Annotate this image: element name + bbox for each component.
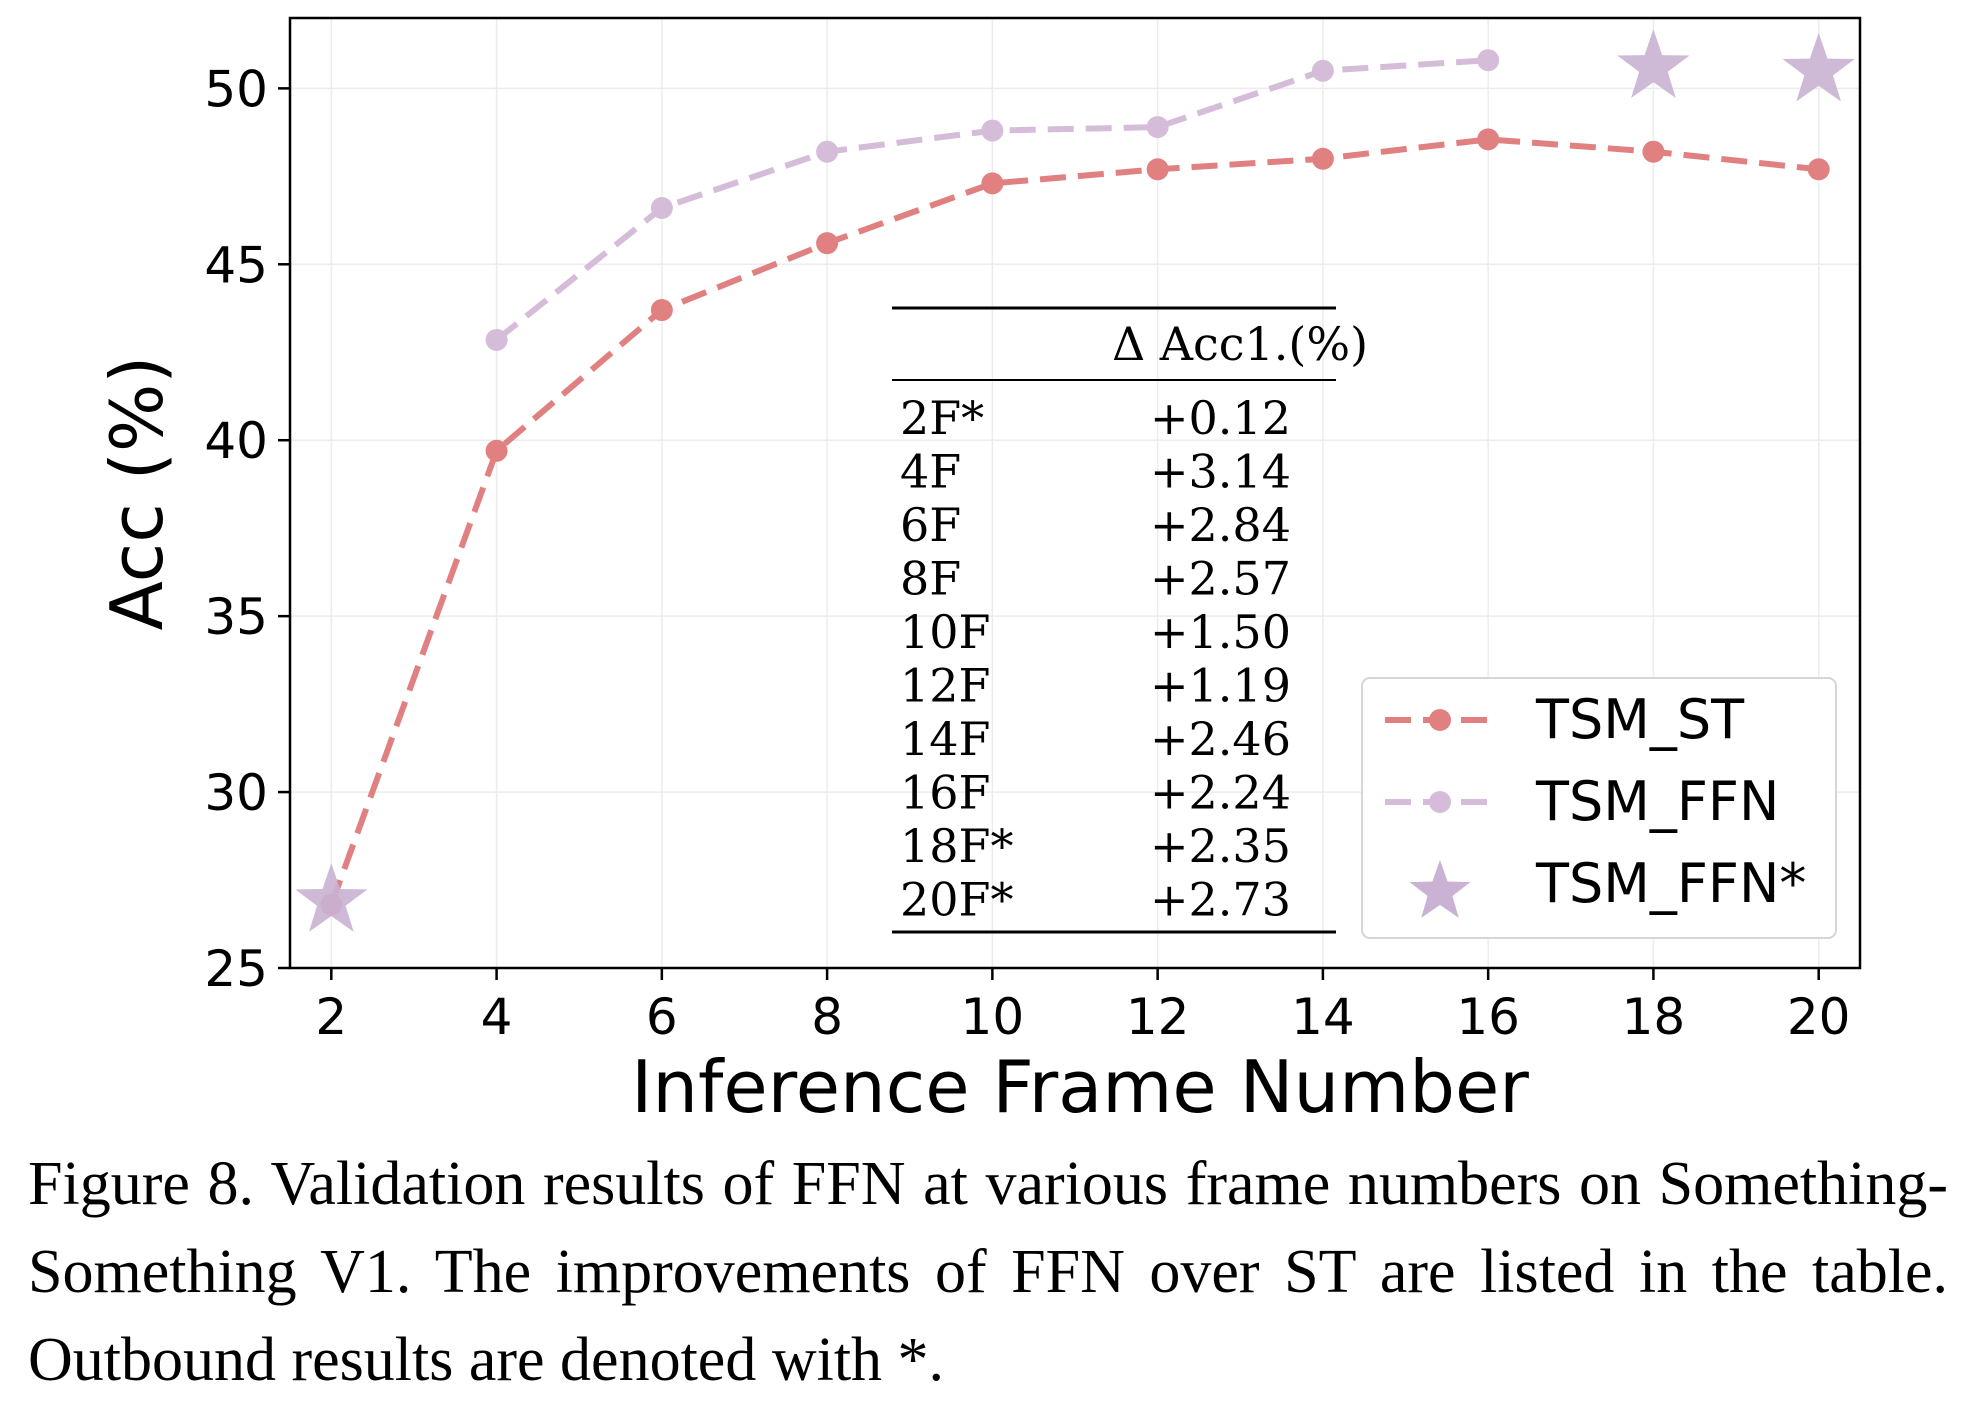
legend-item: TSM_FFN [1385, 770, 1779, 833]
legend-label: TSM_FFN* [1535, 852, 1806, 915]
table-row-value: +2.57 [1150, 552, 1291, 606]
data-point-star [295, 863, 368, 932]
x-tick-label: 14 [1291, 988, 1355, 1046]
legend-box [1361, 677, 1837, 939]
data-point [1311, 147, 1334, 170]
x-tick-label: 20 [1787, 988, 1851, 1046]
table-row-value: +2.73 [1150, 873, 1291, 927]
data-point-star [1617, 29, 1690, 98]
y-tick-label: 30 [204, 764, 268, 822]
y-tick-label: 25 [204, 940, 268, 998]
table-row-value: +0.12 [1150, 391, 1291, 445]
data-point [1642, 140, 1665, 163]
data-point [650, 197, 673, 219]
data-point [1146, 158, 1169, 181]
data-point-star [1782, 32, 1855, 102]
data-point [485, 328, 508, 351]
x-tick-label: 8 [811, 988, 843, 1046]
legend-star-icon [1409, 860, 1471, 918]
table-row-value: +2.35 [1150, 819, 1291, 873]
legend: TSM_ST TSM_FFN TSM_FFN* [1361, 677, 1837, 939]
data-point [1477, 128, 1500, 151]
data-point [981, 172, 1004, 195]
y-axis-label: Acc (%) [95, 356, 179, 631]
x-tick-label: 6 [646, 988, 678, 1046]
table-row-label: 8F [900, 552, 961, 606]
data-point [485, 439, 508, 462]
legend-label: TSM_FFN [1535, 770, 1779, 833]
y-tick-label: 45 [204, 236, 268, 294]
legend-label: TSM_ST [1535, 688, 1745, 751]
y-tick-label: 35 [204, 588, 268, 646]
table-row-label: 4F [900, 445, 961, 499]
chart: Δ Acc1.(%) 2F* +0.12 4F +3.14 6F +2.84 8F +2.57 1… [95, 16, 1862, 1129]
data-point [1311, 59, 1334, 82]
series-layer [295, 29, 1855, 932]
table-row-value: +1.50 [1150, 605, 1291, 659]
table-row-label: 10F [900, 605, 990, 659]
x-tick-label: 12 [1126, 988, 1190, 1046]
x-tick-label: 2 [315, 988, 347, 1046]
inset-table: Δ Acc1.(%) 2F* +0.12 4F +3.14 6F +2.84 8F +2.57 1… [892, 306, 1368, 934]
x-tick-label: 18 [1622, 988, 1686, 1046]
table-row-label: 20F* [900, 873, 1013, 927]
axes: 2 4 6 8 10 12 14 16 18 20 25 30 35 40 45 50 Inference Fr… [95, 60, 1850, 1129]
figure-caption: Figure 8. Validation results of FFN at v… [28, 1150, 1948, 1394]
table-row-label: 18F* [900, 819, 1013, 873]
legend-item: TSM_FFN* [1409, 852, 1806, 918]
data-point [816, 140, 839, 163]
legend-dot-icon [1429, 709, 1451, 731]
table-row-value: +1.19 [1150, 659, 1291, 713]
table-row-value: +2.24 [1150, 766, 1291, 820]
table-row-value: +2.84 [1150, 498, 1291, 552]
table-row-value: +2.46 [1150, 712, 1291, 766]
plot-frame [288, 16, 1862, 970]
data-point [1807, 158, 1830, 181]
series-line [328, 136, 1820, 906]
data-point [816, 232, 839, 255]
data-point [981, 119, 1004, 142]
data-point [1477, 49, 1500, 72]
table-header: Δ Acc1.(%) [1112, 317, 1368, 371]
legend-item: TSM_ST [1385, 688, 1745, 751]
data-point [1146, 116, 1169, 139]
x-axis-label: Inference Frame Number [631, 1045, 1529, 1129]
x-tick-label: 4 [481, 988, 513, 1046]
x-tick-label: 10 [961, 988, 1025, 1046]
y-tick-label: 50 [204, 60, 268, 118]
table-row-label: 2F* [900, 391, 984, 445]
table-row-label: 6F [900, 498, 961, 552]
table-row-value: +3.14 [1150, 445, 1291, 499]
x-tick-label: 16 [1456, 988, 1520, 1046]
series-tsm-ffn- [295, 29, 1855, 932]
table-row-label: 12F [900, 659, 990, 713]
y-tick-label: 40 [204, 412, 268, 470]
table-row-label: 16F [900, 766, 990, 820]
table-row-label: 14F [900, 712, 990, 766]
data-point [650, 299, 673, 322]
series-tsm-ffn [485, 49, 1500, 351]
legend-dot-icon [1429, 791, 1451, 813]
